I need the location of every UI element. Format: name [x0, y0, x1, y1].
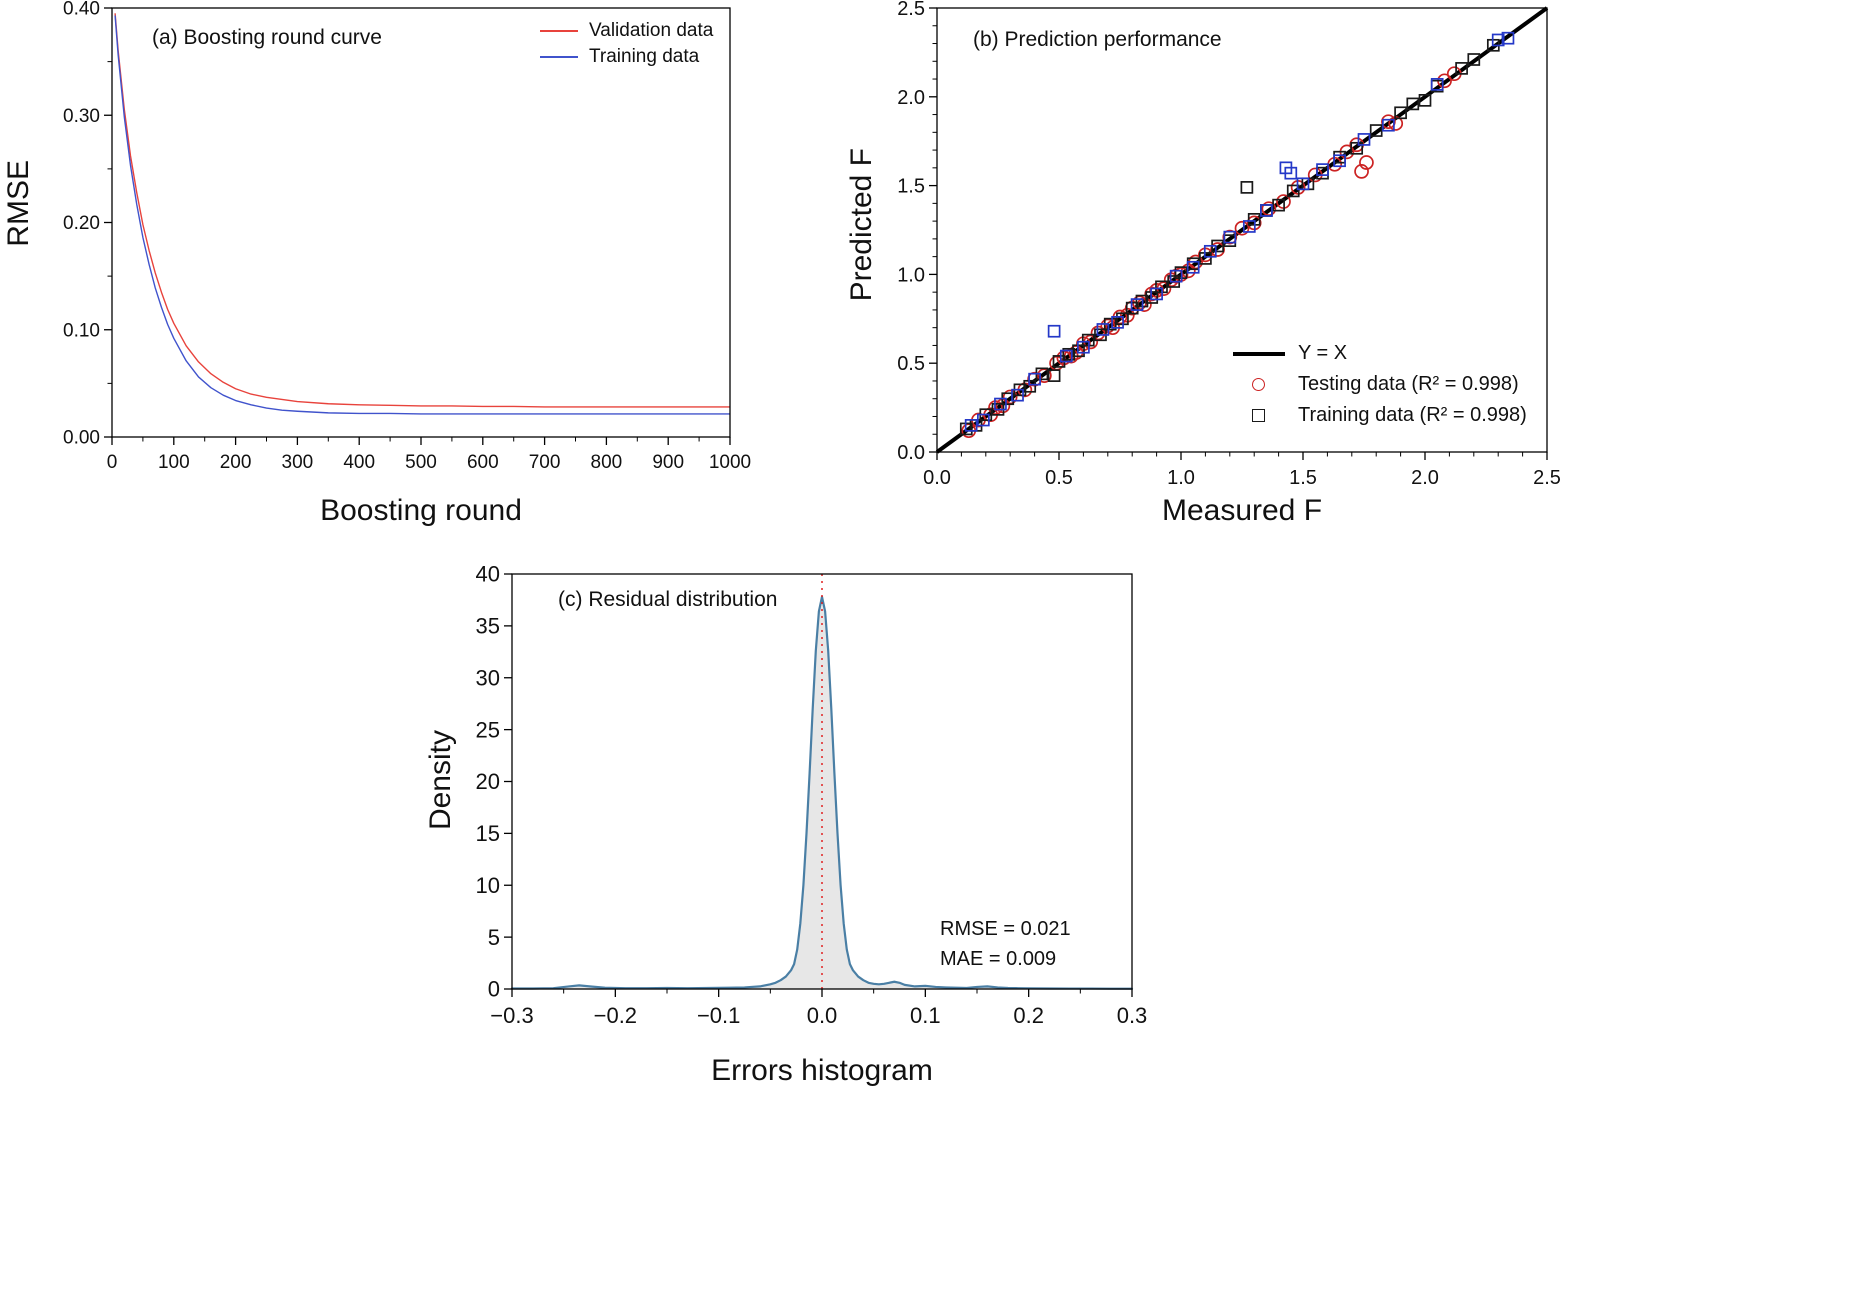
panel-prediction-performance: 0.0 0.5 1.0 1.5 2.0 2.5 0.0 0.5 1.0 1.5 2.0 2.5 (b)… [845, 0, 1575, 545]
testing-marker-swatch [1252, 378, 1265, 391]
training-line-swatch [540, 56, 578, 58]
svg-text:2.0: 2.0 [1411, 467, 1439, 489]
validation-legend-label: Validation data [589, 20, 714, 41]
svg-text:0.1: 0.1 [910, 1003, 941, 1028]
svg-text:0.5: 0.5 [1045, 467, 1073, 489]
panel-a-y-axis-label: RMSE [2, 160, 35, 247]
svg-text:20: 20 [476, 769, 500, 794]
testing-legend-label: Testing data (R² = 0.998) [1298, 373, 1519, 395]
legend-item-training: Training data [540, 44, 713, 70]
svg-text:0.30: 0.30 [63, 106, 100, 127]
training-marker-swatch [1252, 409, 1265, 422]
training-data-legend-label: Training data (R² = 0.998) [1298, 404, 1527, 426]
svg-text:0.00: 0.00 [63, 428, 100, 449]
panel-boosting-curve: 0 100 200 300 400 500 600 700 800 900 1000 0.00 0.10… [0, 0, 780, 545]
svg-text:0.0: 0.0 [807, 1003, 838, 1028]
legend-item-identity-line: Y = X [1233, 338, 1527, 369]
svg-text:0.40: 0.40 [63, 0, 100, 20]
rmse-value: RMSE = 0.021 [940, 918, 1071, 940]
panel-c-y-axis-label: Density [424, 730, 457, 831]
svg-text:600: 600 [467, 452, 499, 473]
svg-text:5: 5 [488, 925, 500, 950]
panel-residual-distribution: −0.3 −0.2 −0.1 0.0 0.1 0.2 0.3 0 5 10 15 20 25 30 35 40… [420, 562, 1165, 1117]
svg-text:400: 400 [343, 452, 375, 473]
svg-text:0.0: 0.0 [923, 467, 951, 489]
mae-value: MAE = 0.009 [940, 948, 1057, 970]
svg-text:800: 800 [591, 452, 623, 473]
svg-text:35: 35 [476, 614, 500, 639]
legend-item-validation: Validation data [540, 18, 713, 44]
svg-text:1.5: 1.5 [1289, 467, 1317, 489]
identity-line-swatch [1233, 351, 1285, 356]
panel-a-title: (a) Boosting round curve [152, 26, 382, 49]
panel-b-x-axis-label: Measured F [1161, 494, 1323, 527]
prediction-scatter-chart: 0.0 0.5 1.0 1.5 2.0 2.5 0.0 0.5 1.0 1.5 2.0 2.5 [897, 0, 1561, 489]
panel-b-legend: Y = X Testing data (R² = 0.998) Training… [1233, 338, 1527, 431]
svg-text:0.20: 0.20 [63, 213, 100, 234]
svg-text:1.5: 1.5 [897, 176, 925, 198]
validation-line-swatch [540, 30, 578, 32]
svg-text:200: 200 [220, 452, 252, 473]
svg-text:1.0: 1.0 [1167, 467, 1195, 489]
svg-text:900: 900 [652, 452, 684, 473]
svg-text:0: 0 [107, 452, 118, 473]
residual-density-chart: −0.3 −0.2 −0.1 0.0 0.1 0.2 0.3 0 5 10 15 20 25 30 35 40 [476, 562, 1148, 1028]
legend-item-testing-data: Testing data (R² = 0.998) [1233, 369, 1527, 400]
svg-text:100: 100 [158, 452, 190, 473]
svg-text:−0.3: −0.3 [490, 1003, 533, 1028]
svg-text:0: 0 [488, 977, 500, 1002]
svg-text:2.0: 2.0 [897, 87, 925, 109]
svg-text:40: 40 [476, 562, 500, 587]
svg-text:2.5: 2.5 [897, 0, 925, 20]
svg-text:300: 300 [282, 452, 314, 473]
svg-text:0.3: 0.3 [1117, 1003, 1148, 1028]
legend-item-training-data: Training data (R² = 0.998) [1233, 400, 1527, 431]
svg-text:0.2: 0.2 [1013, 1003, 1044, 1028]
boosting-round-chart: 0 100 200 300 400 500 600 700 800 900 1000 0.00 0.10… [63, 0, 751, 473]
panel-a-x-axis-label: Boosting round [320, 494, 522, 527]
svg-text:0.10: 0.10 [63, 320, 100, 341]
svg-text:25: 25 [476, 717, 500, 742]
panel-b-title: (b) Prediction performance [973, 28, 1222, 51]
svg-text:1.0: 1.0 [897, 264, 925, 286]
svg-text:2.5: 2.5 [1533, 467, 1561, 489]
svg-text:700: 700 [529, 452, 561, 473]
svg-text:−0.1: −0.1 [697, 1003, 740, 1028]
training-legend-label: Training data [589, 46, 700, 67]
svg-text:1000: 1000 [709, 452, 751, 473]
panel-c-title: (c) Residual distribution [558, 588, 778, 611]
identity-legend-label: Y = X [1298, 342, 1348, 364]
svg-text:0.5: 0.5 [897, 353, 925, 375]
panel-b-y-axis-label: Predicted F [845, 148, 878, 302]
svg-text:500: 500 [405, 452, 437, 473]
svg-text:10: 10 [476, 873, 500, 898]
panel-c-x-axis-label: Errors histogram [711, 1054, 933, 1087]
svg-text:0.0: 0.0 [897, 442, 925, 464]
svg-text:30: 30 [476, 665, 500, 690]
panel-a-legend: Validation data Training data [540, 18, 713, 70]
svg-text:15: 15 [476, 821, 500, 846]
svg-text:−0.2: −0.2 [594, 1003, 637, 1028]
error-stats-annotation: RMSE = 0.021 MAE = 0.009 [940, 914, 1071, 974]
